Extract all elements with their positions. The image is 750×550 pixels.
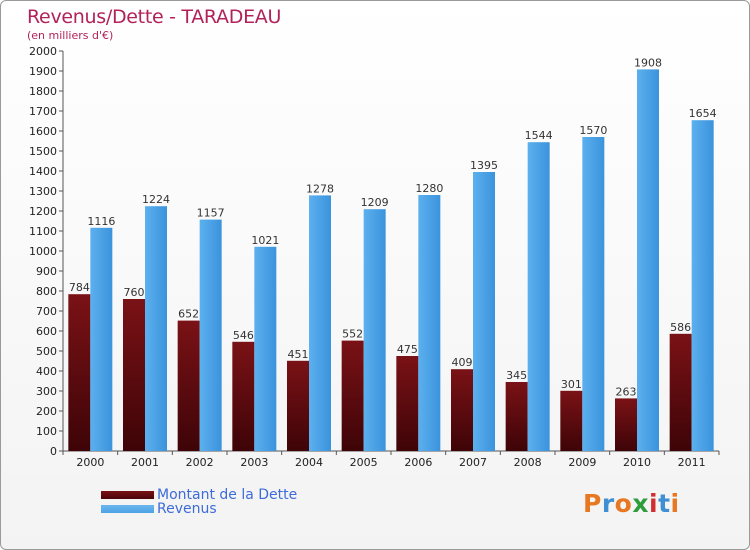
y-tick-label: 1300 bbox=[29, 185, 57, 198]
bar-revenus bbox=[254, 246, 277, 451]
x-tick-label: 2008 bbox=[514, 456, 542, 469]
data-label-revenus: 1395 bbox=[470, 159, 498, 172]
data-label-dette: 451 bbox=[288, 348, 309, 361]
data-label-revenus: 1570 bbox=[579, 124, 607, 137]
y-tick-label: 1200 bbox=[29, 205, 57, 218]
data-label-dette: 409 bbox=[452, 356, 473, 369]
x-tick-label: 2004 bbox=[295, 456, 323, 469]
y-tick-label: 400 bbox=[36, 365, 57, 378]
legend-swatch-revenus bbox=[101, 505, 154, 513]
bar-revenus bbox=[145, 206, 167, 451]
logo-letter: i bbox=[670, 489, 680, 518]
data-label-revenus: 1654 bbox=[689, 107, 717, 120]
bar-dette bbox=[341, 340, 364, 451]
legend-label-revenus: Revenus bbox=[157, 501, 217, 517]
data-label-dette: 263 bbox=[616, 385, 637, 398]
data-label-dette: 345 bbox=[506, 369, 527, 382]
logo-letter: o bbox=[614, 489, 633, 518]
bar-dette bbox=[396, 356, 419, 451]
data-label-dette: 586 bbox=[670, 321, 691, 334]
bar-dette bbox=[287, 360, 309, 451]
y-tick-label: 1500 bbox=[29, 145, 57, 158]
chart-title: Revenus/Dette - TARADEAU bbox=[27, 6, 282, 28]
data-label-revenus: 1224 bbox=[142, 193, 170, 206]
y-tick-label: 200 bbox=[36, 405, 57, 418]
data-label-revenus: 1280 bbox=[415, 182, 443, 195]
bar-revenus bbox=[582, 137, 605, 451]
logo-letter: P bbox=[583, 489, 602, 518]
x-tick-label: 2001 bbox=[131, 456, 159, 469]
y-tick-label: 1600 bbox=[29, 125, 57, 138]
data-label-revenus: 1544 bbox=[525, 129, 553, 142]
bar-revenus bbox=[637, 69, 659, 452]
y-tick-label: 1800 bbox=[29, 85, 57, 98]
y-tick-label: 0 bbox=[50, 445, 57, 458]
bar-revenus bbox=[90, 227, 113, 451]
data-label-dette: 301 bbox=[561, 378, 582, 391]
bar-dette bbox=[232, 341, 255, 451]
data-label-dette: 546 bbox=[233, 329, 254, 342]
y-tick-label: 500 bbox=[36, 345, 57, 358]
data-label-dette: 652 bbox=[178, 308, 199, 321]
bar-revenus bbox=[691, 120, 714, 451]
legend-label-dette: Montant de la Dette bbox=[157, 487, 298, 503]
data-label-revenus: 1908 bbox=[634, 56, 662, 69]
bar-revenus bbox=[363, 209, 386, 451]
y-tick-label: 1700 bbox=[29, 105, 57, 118]
data-label-dette: 784 bbox=[69, 281, 90, 294]
x-tick-label: 2005 bbox=[350, 456, 378, 469]
chart-subtitle: (en milliers d'€) bbox=[27, 29, 114, 42]
logo-letter: r bbox=[601, 489, 615, 518]
proxiti-logo: Proxiti bbox=[583, 489, 680, 518]
y-tick-label: 1100 bbox=[29, 225, 57, 238]
bar-revenus bbox=[199, 219, 222, 451]
x-tick-label: 2000 bbox=[76, 456, 104, 469]
data-label-dette: 552 bbox=[342, 328, 363, 341]
bar-dette bbox=[123, 299, 145, 451]
bar-revenus bbox=[309, 195, 331, 451]
y-tick-label: 1900 bbox=[29, 65, 57, 78]
x-tick-label: 2007 bbox=[459, 456, 487, 469]
bar-dette bbox=[505, 382, 528, 451]
x-tick-label: 2011 bbox=[678, 456, 706, 469]
data-label-revenus: 1209 bbox=[361, 196, 389, 209]
bar-revenus bbox=[527, 142, 550, 451]
y-tick-label: 900 bbox=[36, 265, 57, 278]
data-label-dette: 760 bbox=[124, 286, 145, 299]
data-label-revenus: 1157 bbox=[197, 207, 225, 220]
y-tick-label: 700 bbox=[36, 305, 57, 318]
y-tick-label: 300 bbox=[36, 385, 57, 398]
bar-dette bbox=[560, 390, 583, 451]
data-label-revenus: 1278 bbox=[306, 182, 334, 195]
x-tick-label: 2009 bbox=[568, 456, 596, 469]
y-tick-label: 1400 bbox=[29, 165, 57, 178]
bar-revenus bbox=[473, 172, 495, 451]
legend-swatch-dette bbox=[101, 491, 154, 499]
logo-letter: i bbox=[649, 489, 659, 518]
y-tick-label: 100 bbox=[36, 425, 57, 438]
x-tick-label: 2003 bbox=[240, 456, 268, 469]
bar-dette bbox=[615, 398, 637, 451]
legend-item-dette: Montant de la Dette bbox=[101, 487, 297, 503]
y-tick-label: 600 bbox=[36, 325, 57, 338]
bar-dette bbox=[669, 333, 692, 451]
y-tick-label: 1000 bbox=[29, 245, 57, 258]
y-tick-label: 2000 bbox=[29, 45, 57, 58]
bar-dette bbox=[68, 294, 91, 451]
bar-dette bbox=[177, 320, 200, 451]
data-label-revenus: 1021 bbox=[251, 234, 279, 247]
x-tick-label: 2006 bbox=[404, 456, 432, 469]
logo-letter: t bbox=[658, 489, 671, 518]
bar-revenus bbox=[418, 195, 441, 451]
y-tick-label: 800 bbox=[36, 285, 57, 298]
data-label-dette: 475 bbox=[397, 343, 418, 356]
x-tick-label: 2010 bbox=[623, 456, 651, 469]
bar-dette bbox=[451, 369, 473, 451]
logo-letter: x bbox=[632, 489, 649, 518]
legend-item-revenus: Revenus bbox=[101, 501, 217, 517]
data-label-revenus: 1116 bbox=[87, 215, 115, 228]
x-tick-label: 2002 bbox=[186, 456, 214, 469]
